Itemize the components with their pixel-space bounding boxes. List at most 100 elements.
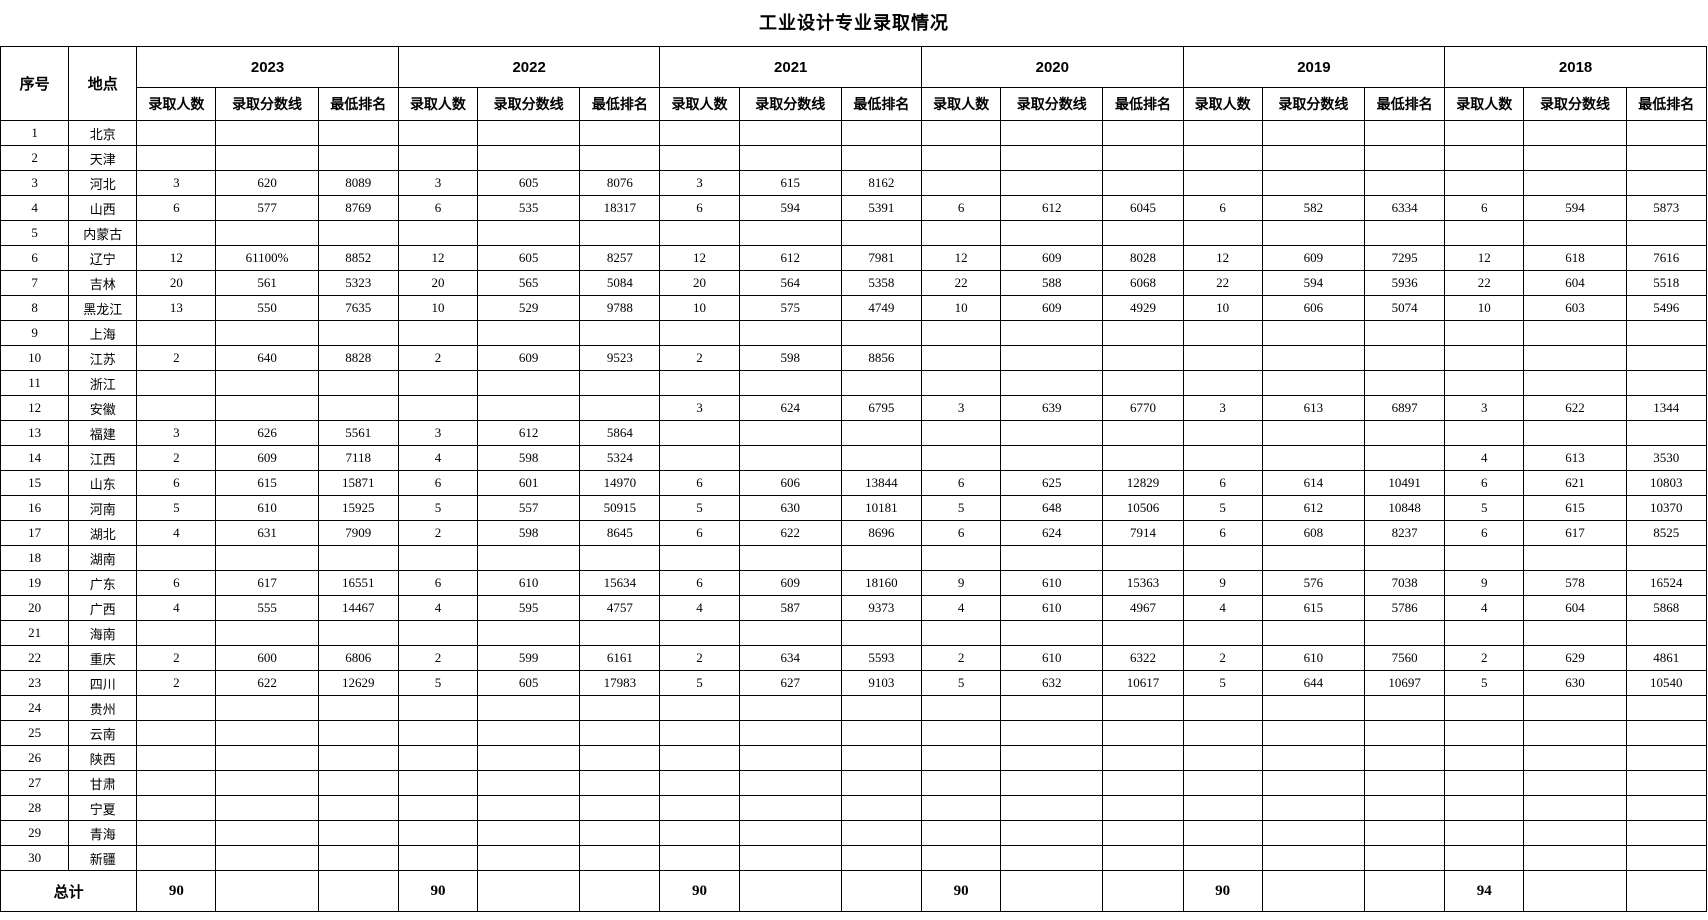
cell-2021-scoreline: 606 <box>738 470 842 496</box>
cell-2020-scoreline <box>1000 370 1104 396</box>
cell-2020-count: 22 <box>921 270 1002 296</box>
row-location: 上海 <box>68 320 138 346</box>
cell-2018-scoreline: 630 <box>1523 670 1627 696</box>
cell-2021-scoreline <box>738 220 842 246</box>
sub-header-scoreline: 录取分数线 <box>1261 87 1365 121</box>
cell-2020-count <box>921 820 1002 846</box>
cell-2020-count <box>921 745 1002 771</box>
cell-2023-count <box>136 220 217 246</box>
row-index: 29 <box>0 820 70 846</box>
cell-2018-count <box>1444 545 1525 571</box>
cell-2023-minrank: 7909 <box>317 520 399 546</box>
cell-2019-minrank: 6334 <box>1363 195 1446 221</box>
cell-2021-scoreline: 624 <box>738 395 842 421</box>
cell-2019-minrank <box>1363 845 1446 871</box>
cell-2022-scoreline <box>477 745 581 771</box>
cell-2023-scoreline: 620 <box>215 170 319 196</box>
cell-2018-count: 5 <box>1444 495 1525 521</box>
total-2019-minrank <box>1363 870 1446 912</box>
cell-2018-minrank: 1344 <box>1625 395 1708 421</box>
row-location: 广西 <box>68 595 138 621</box>
cell-2021-count: 6 <box>659 520 740 546</box>
cell-2018-scoreline: 621 <box>1523 470 1627 496</box>
cell-2022-scoreline: 535 <box>477 195 581 221</box>
cell-2018-scoreline: 622 <box>1523 395 1627 421</box>
cell-2019-minrank <box>1363 545 1446 571</box>
cell-2023-count <box>136 370 217 396</box>
cell-2022-scoreline <box>477 695 581 721</box>
table-row: 14 江西 2 609 7118 4 598 5324 4 613 3530 <box>0 445 1708 471</box>
cell-2023-count: 3 <box>136 170 217 196</box>
cell-2020-minrank: 15363 <box>1102 570 1184 596</box>
row-index: 22 <box>0 645 70 671</box>
cell-2021-count <box>659 370 740 396</box>
cell-2022-minrank: 17983 <box>579 670 661 696</box>
cell-2020-scoreline <box>1000 745 1104 771</box>
cell-2020-scoreline <box>1000 445 1104 471</box>
table-row: 29 青海 <box>0 820 1708 846</box>
cell-2018-count <box>1444 770 1525 796</box>
cell-2023-scoreline <box>215 820 319 846</box>
cell-2022-count: 6 <box>397 470 479 496</box>
cell-2022-count <box>397 695 479 721</box>
cell-2018-scoreline <box>1523 720 1627 746</box>
cell-2020-scoreline <box>1000 695 1104 721</box>
cell-2023-scoreline <box>215 220 319 246</box>
cell-2018-scoreline <box>1523 420 1627 446</box>
cell-2021-minrank <box>840 720 923 746</box>
total-2021-scoreline <box>738 870 842 912</box>
row-index: 20 <box>0 595 70 621</box>
cell-2019-scoreline <box>1261 820 1365 846</box>
cell-2021-count <box>659 820 740 846</box>
cell-2018-minrank <box>1625 345 1708 371</box>
cell-2023-minrank <box>317 820 399 846</box>
table-row: 18 湖南 <box>0 545 1708 571</box>
total-2023-count: 90 <box>136 870 217 912</box>
total-2021-minrank <box>840 870 923 912</box>
cell-2021-minrank <box>840 445 923 471</box>
cell-2023-count: 2 <box>136 445 217 471</box>
cell-2023-count <box>136 620 217 646</box>
cell-2020-scoreline: 624 <box>1000 520 1104 546</box>
cell-2018-scoreline <box>1523 620 1627 646</box>
cell-2020-count: 4 <box>921 595 1002 621</box>
cell-2023-count <box>136 845 217 871</box>
cell-2022-count: 5 <box>397 495 479 521</box>
cell-2022-scoreline: 605 <box>477 245 581 271</box>
cell-2018-count: 4 <box>1444 445 1525 471</box>
cell-2022-minrank: 9523 <box>579 345 661 371</box>
cell-2019-minrank <box>1363 745 1446 771</box>
total-2019-count: 90 <box>1182 870 1263 912</box>
cell-2022-count <box>397 370 479 396</box>
cell-2022-minrank <box>579 220 661 246</box>
cell-2022-minrank: 8076 <box>579 170 661 196</box>
cell-2019-scoreline <box>1261 420 1365 446</box>
cell-2021-minrank <box>840 770 923 796</box>
cell-2021-scoreline: 564 <box>738 270 842 296</box>
cell-2023-minrank <box>317 370 399 396</box>
row-location: 四川 <box>68 670 138 696</box>
cell-2022-minrank <box>579 145 661 171</box>
cell-2021-count <box>659 845 740 871</box>
cell-2022-scoreline: 605 <box>477 670 581 696</box>
cell-2019-scoreline <box>1261 720 1365 746</box>
cell-2019-minrank <box>1363 320 1446 346</box>
cell-2018-scoreline <box>1523 545 1627 571</box>
cell-2023-minrank <box>317 320 399 346</box>
cell-2020-scoreline <box>1000 720 1104 746</box>
sub-header-row: 录取人数 录取分数线 最低排名 录取人数 录取分数线 最低排名 录取人数 录取分数线 最低排名录… <box>1 87 1708 121</box>
cell-2022-scoreline <box>477 795 581 821</box>
cell-2020-scoreline: 639 <box>1000 395 1104 421</box>
cell-2022-scoreline: 565 <box>477 270 581 296</box>
cell-2018-scoreline <box>1523 145 1627 171</box>
row-location: 内蒙古 <box>68 220 138 246</box>
cell-2022-minrank <box>579 745 661 771</box>
cell-2018-count: 4 <box>1444 595 1525 621</box>
cell-2022-minrank: 5084 <box>579 270 661 296</box>
cell-2021-scoreline: 594 <box>738 195 842 221</box>
cell-2020-minrank: 6770 <box>1102 395 1184 421</box>
cell-2019-minrank: 8237 <box>1363 520 1446 546</box>
sub-header-minrank: 最低排名 <box>840 87 923 121</box>
table-row: 7 吉林 20 561 5323 20 565 5084 20 564 5358 22 588 6068 2… <box>0 270 1708 296</box>
cell-2023-minrank <box>317 695 399 721</box>
